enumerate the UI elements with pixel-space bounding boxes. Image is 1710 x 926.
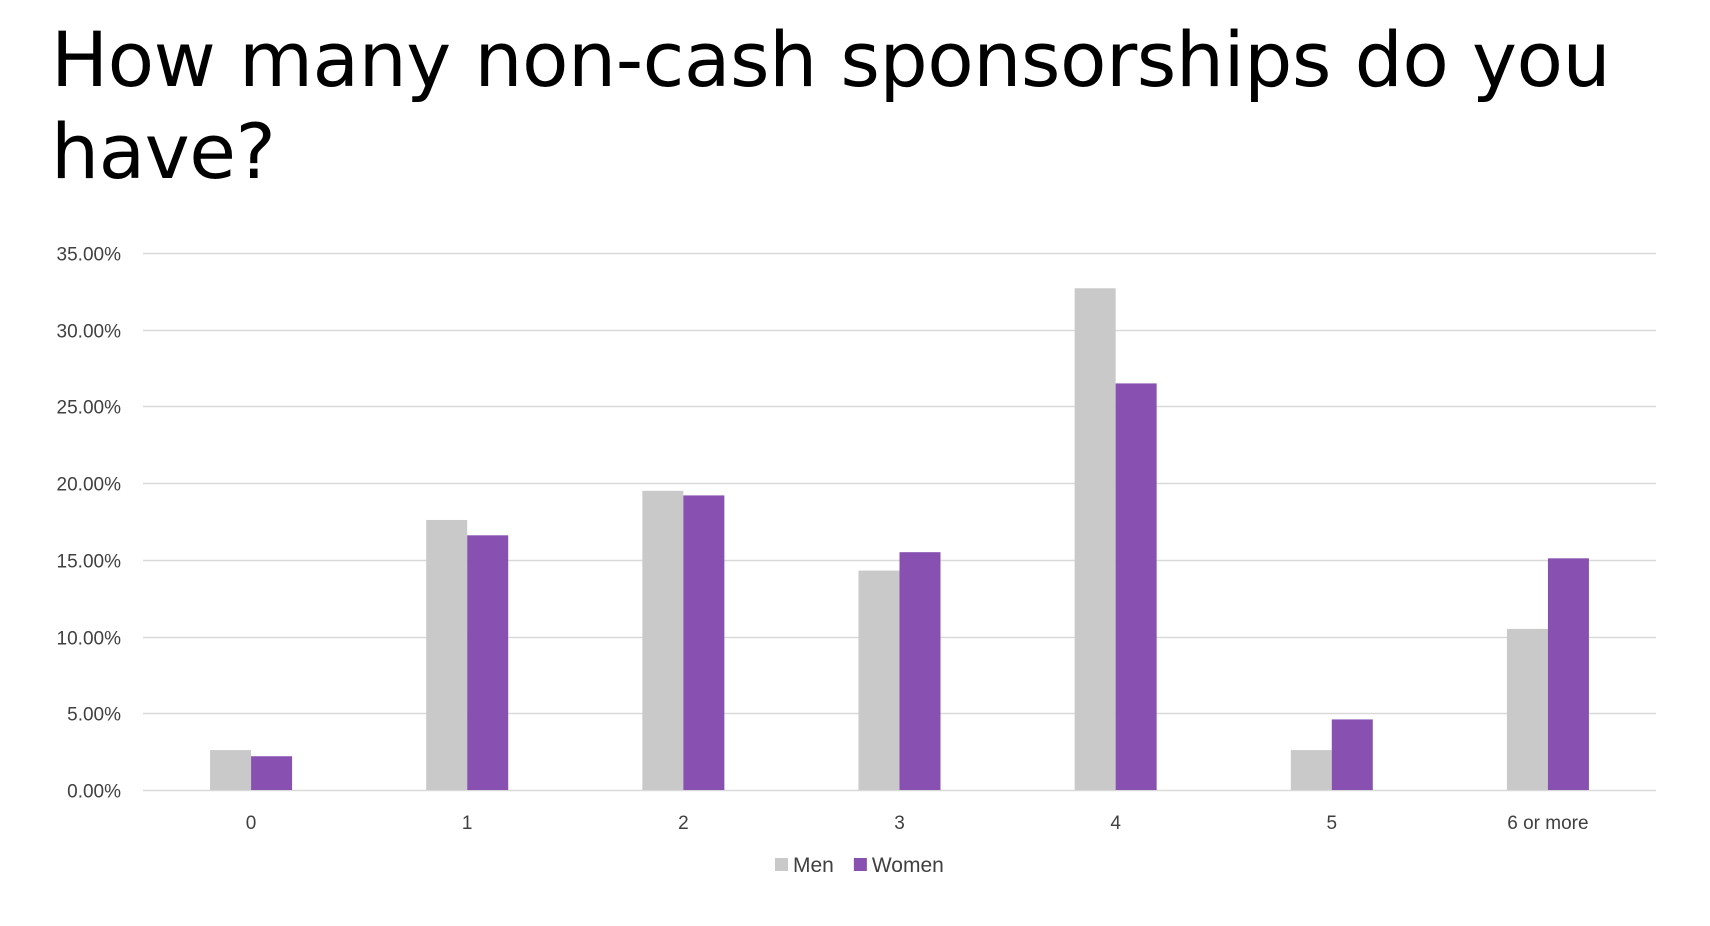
y-tick-label: 0.00% bbox=[67, 782, 121, 803]
legend: Men Women bbox=[775, 854, 944, 877]
legend-swatch-men bbox=[775, 858, 788, 871]
bar-men-0 bbox=[210, 750, 252, 790]
bar-men-5 bbox=[1290, 750, 1332, 790]
x-tick-label: 5 bbox=[1326, 813, 1337, 834]
legend-label-men: Men bbox=[793, 854, 834, 877]
y-tick-label: 35.00% bbox=[57, 245, 122, 266]
y-tick-label: 25.00% bbox=[57, 398, 122, 419]
bars bbox=[210, 288, 1589, 790]
y-axis-tick-labels: 0.00% 5.00% 10.00% 15.00% 20.00% 25.00% 30.00%… bbox=[57, 245, 122, 803]
bar-women-2 bbox=[683, 495, 725, 790]
bar-women-6 bbox=[1547, 558, 1589, 790]
bar-women-5 bbox=[1331, 719, 1373, 790]
y-tick-label: 15.00% bbox=[57, 552, 122, 573]
slide-title: How many non-cash sponsorships do you ha… bbox=[51, 15, 1611, 196]
y-tick-label: 30.00% bbox=[57, 322, 122, 343]
y-tick-label: 5.00% bbox=[67, 705, 121, 726]
bar-women-1 bbox=[467, 535, 509, 790]
legend-swatch-women bbox=[853, 858, 867, 871]
y-tick-label: 20.00% bbox=[57, 475, 122, 496]
y-tick-label: 10.00% bbox=[57, 629, 122, 650]
bar-men-3 bbox=[858, 570, 900, 790]
legend-label-women: Women bbox=[872, 854, 944, 877]
x-tick-label: 0 bbox=[246, 813, 257, 834]
bar-men-2 bbox=[642, 490, 684, 790]
bar-women-4 bbox=[1115, 383, 1157, 790]
bar-men-6 bbox=[1506, 628, 1548, 790]
bar-men-1 bbox=[426, 519, 468, 790]
x-tick-label: 1 bbox=[462, 813, 473, 834]
bar-women-0 bbox=[251, 756, 293, 790]
x-tick-label: 2 bbox=[678, 813, 689, 834]
bar-men-4 bbox=[1074, 288, 1116, 790]
x-tick-label: 4 bbox=[1110, 813, 1121, 834]
x-axis-tick-labels: 0 1 2 3 4 5 6 or more bbox=[246, 813, 1589, 834]
x-tick-label: 3 bbox=[894, 813, 905, 834]
bar-women-3 bbox=[899, 552, 941, 790]
x-tick-label: 6 or more bbox=[1507, 813, 1588, 834]
